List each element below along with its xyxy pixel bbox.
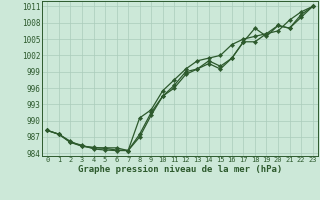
X-axis label: Graphe pression niveau de la mer (hPa): Graphe pression niveau de la mer (hPa) [78, 165, 282, 174]
